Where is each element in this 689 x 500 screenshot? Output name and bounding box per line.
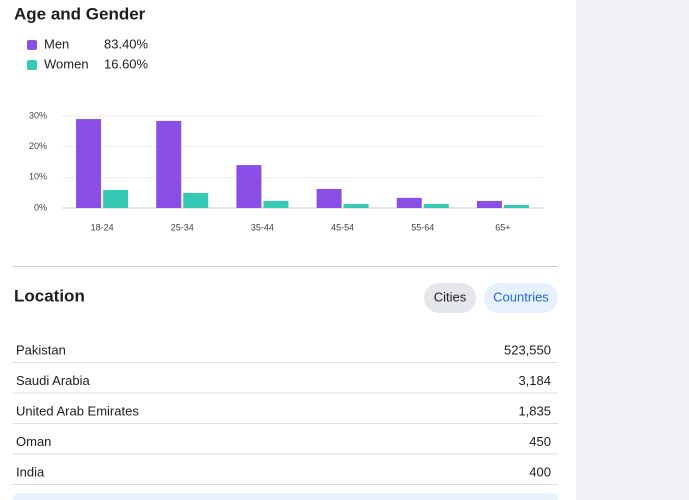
bar (396, 197, 422, 208)
legend-swatch (27, 60, 37, 70)
country-name: Saudi Arabia (16, 373, 90, 388)
cities-button[interactable] (424, 283, 476, 313)
legend-swatch (27, 40, 37, 50)
x-tick-label: 65+ (495, 222, 510, 232)
x-tick-label: 25-34 (171, 222, 194, 232)
x-tick-label: 35-44 (251, 222, 274, 232)
info-box (13, 493, 558, 500)
bar (343, 204, 369, 208)
x-tick-label: 45-54 (331, 222, 354, 232)
bar (423, 204, 449, 208)
section-title: Age and Gender (14, 4, 146, 23)
bar (503, 204, 529, 208)
country-name: India (16, 464, 45, 479)
bar (316, 188, 342, 208)
bar (236, 165, 262, 208)
country-count: 450 (529, 434, 551, 449)
country-count: 1,835 (518, 403, 551, 418)
countries-label[interactable]: Countries (493, 289, 549, 304)
y-tick-label: 20% (29, 141, 47, 151)
bar (156, 120, 182, 208)
country-count: 3,184 (518, 373, 551, 388)
x-tick-label: 18-24 (91, 222, 114, 232)
country-name: United Arab Emirates (16, 403, 139, 418)
section-title: Location (14, 286, 85, 305)
legend-label: Men (44, 36, 69, 51)
country-name: Pakistan (16, 342, 66, 357)
side-panel (576, 0, 689, 500)
country-count: 523,550 (504, 342, 551, 357)
country-count: 400 (529, 464, 551, 479)
cities-label[interactable]: Cities (434, 289, 467, 304)
y-tick-label: 0% (34, 202, 47, 212)
countries-button[interactable] (484, 283, 558, 313)
bar (183, 192, 209, 208)
bar (103, 189, 129, 208)
country-name: Oman (16, 434, 51, 449)
bar (263, 200, 289, 208)
legend-label: Women (44, 56, 89, 71)
bar (476, 200, 502, 208)
bar (76, 119, 102, 208)
x-tick-label: 55-64 (411, 222, 434, 232)
y-tick-label: 10% (29, 172, 47, 182)
legend-value: 83.40% (104, 36, 149, 51)
legend-value: 16.60% (104, 56, 149, 71)
y-tick-label: 30% (29, 110, 47, 120)
